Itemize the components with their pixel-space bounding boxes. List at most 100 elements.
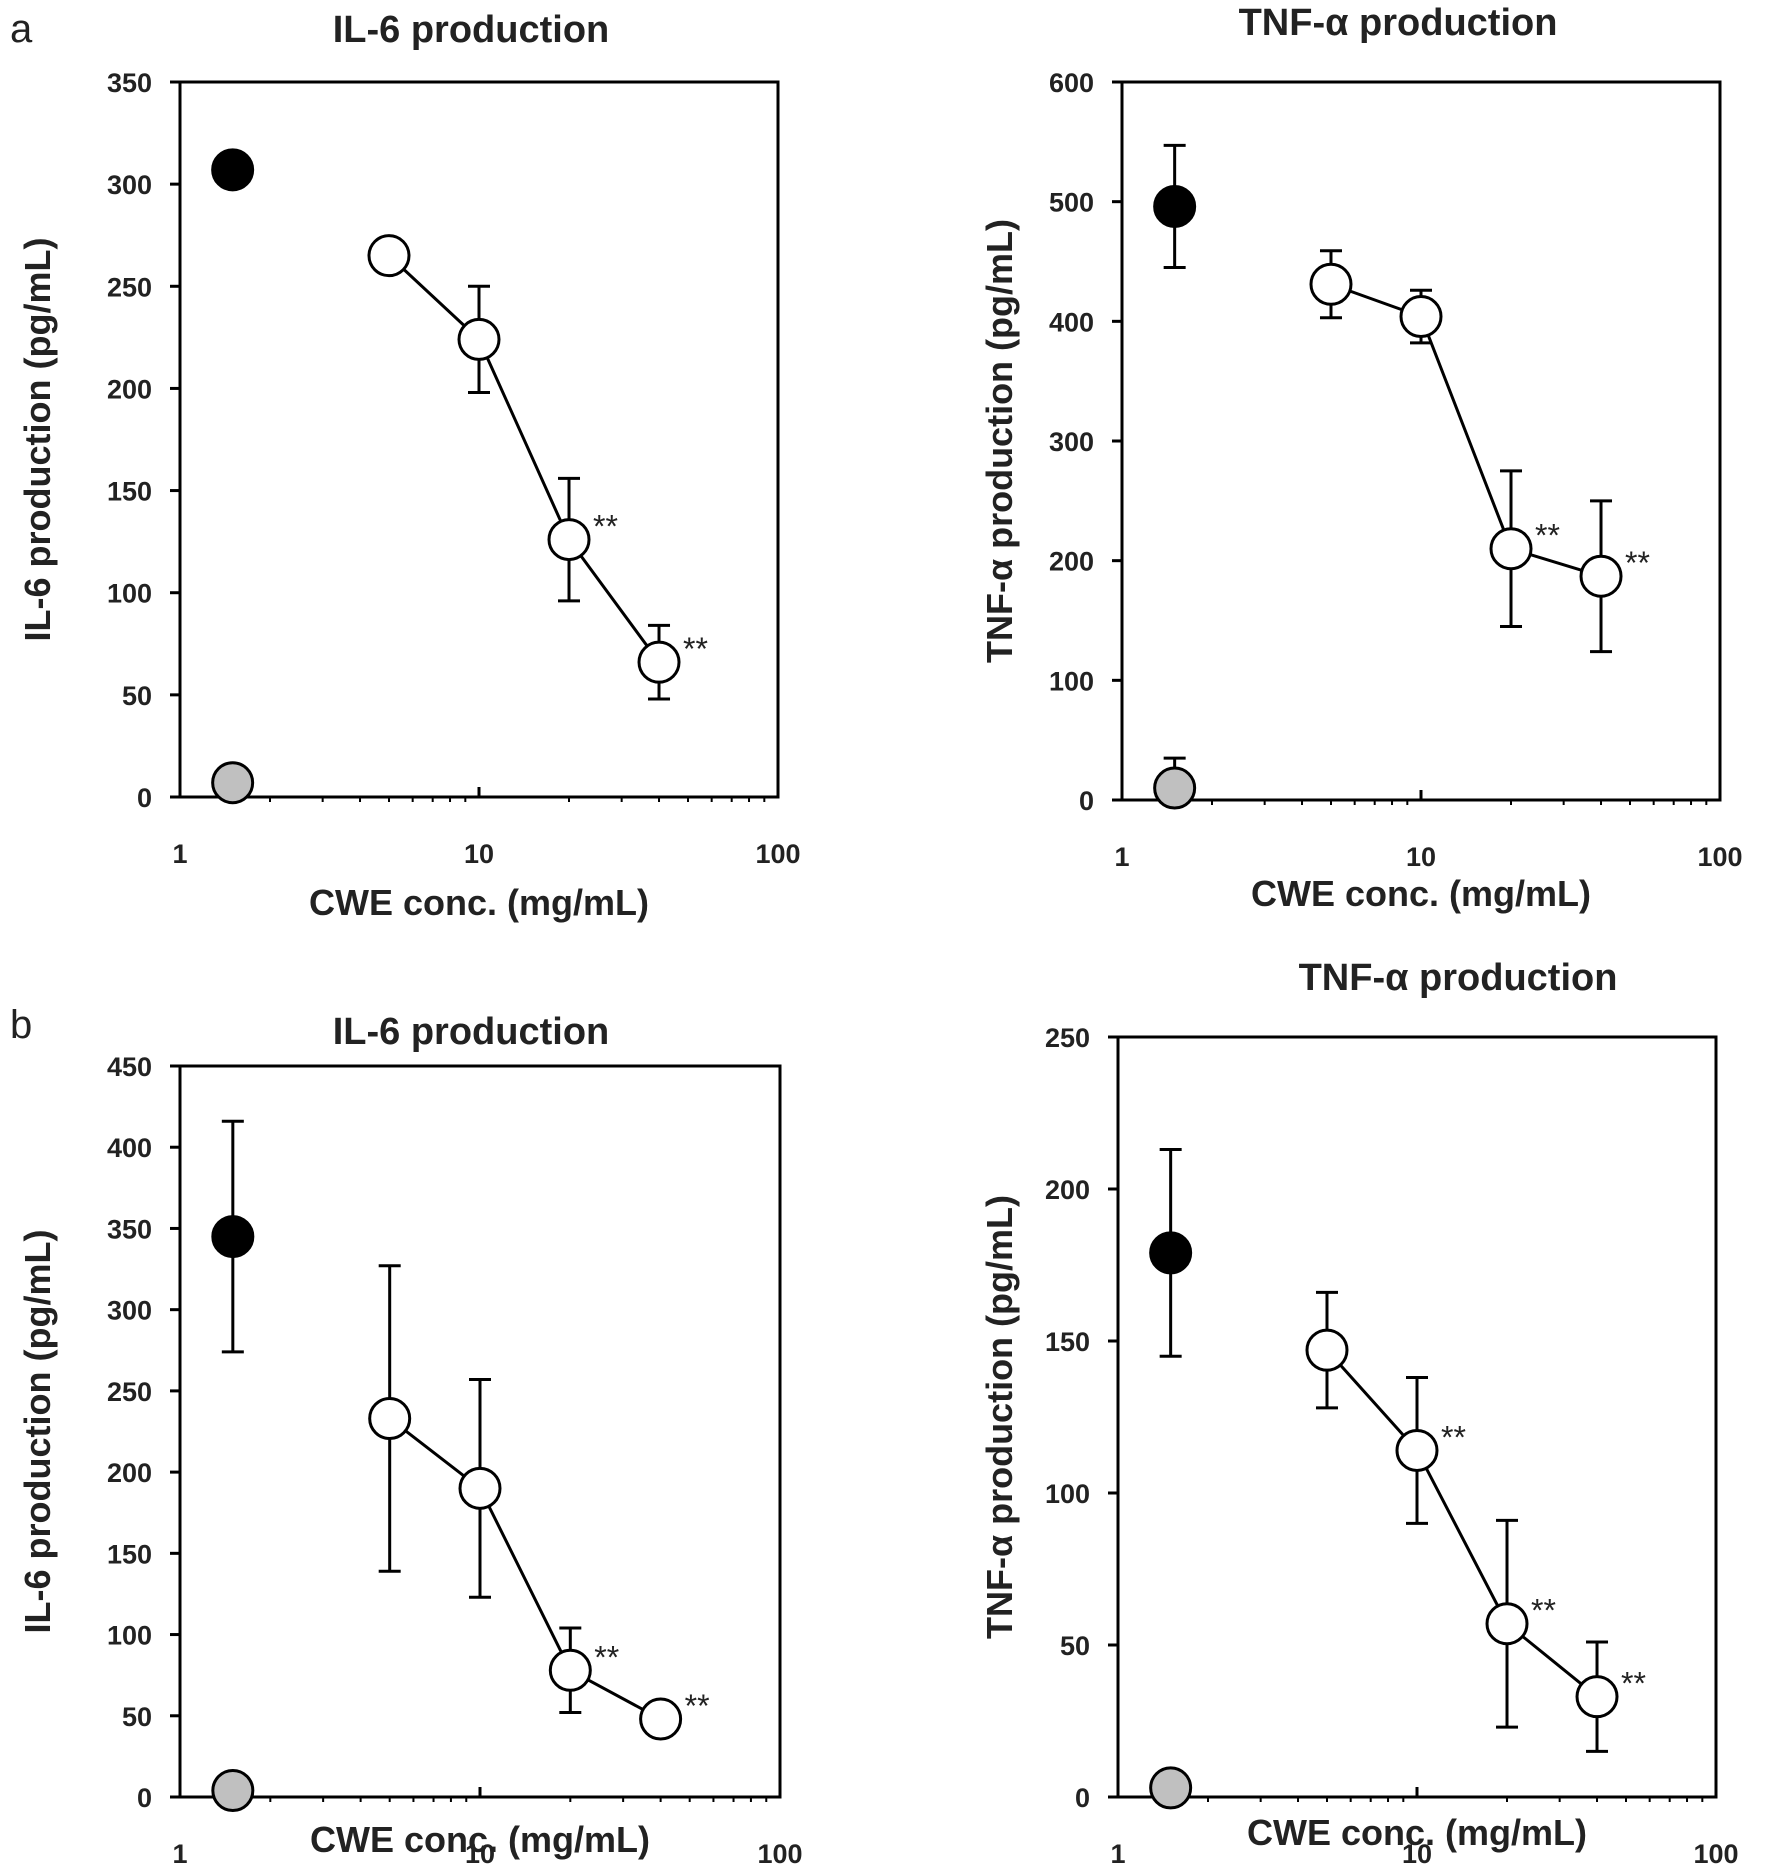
y-tick-label: 300 xyxy=(107,1296,152,1326)
significance-marker: ** xyxy=(1441,1419,1466,1455)
x-axis-label: CWE conc. (mg/mL) xyxy=(309,882,649,923)
x-axis-label: CWE conc. (mg/mL) xyxy=(1251,873,1591,914)
significance-marker: ** xyxy=(1621,1666,1646,1702)
y-tick-label: 400 xyxy=(1049,307,1094,337)
significance-marker: ** xyxy=(593,509,618,545)
y-tick-label: 450 xyxy=(107,1052,152,1082)
chart-panel-2: TNF-α production 0 100 200 300 400 500 600 1 10 10… xyxy=(979,2,1743,914)
y-axis-label: IL-6 production (pg/mL) xyxy=(17,238,58,642)
significance-marker: ** xyxy=(1531,1593,1556,1629)
data-point xyxy=(367,234,411,278)
data-point xyxy=(457,317,501,361)
y-tick-label: 0 xyxy=(137,783,152,813)
significance-marker: ** xyxy=(1625,545,1650,581)
control-point xyxy=(1153,184,1197,228)
data-point xyxy=(1309,262,1353,306)
chart-panel-3: b IL-6 production 0 50 100 150 200 250 300 350 400… xyxy=(10,1003,803,1868)
data-point xyxy=(547,518,591,562)
panel-label: b xyxy=(10,1003,32,1047)
blank-point xyxy=(211,1769,255,1813)
chart-panel-4: TNF-α production 0 50 100 150 200 250 1 10 100 CWE… xyxy=(979,957,1739,1868)
control-point xyxy=(1149,1231,1193,1275)
y-tick-label: 0 xyxy=(1079,786,1094,816)
series-line xyxy=(388,1417,662,1721)
data-point xyxy=(1395,1428,1439,1472)
chart-title: IL-6 production xyxy=(333,1011,610,1053)
y-tick-label: 200 xyxy=(1049,547,1094,577)
x-tick-label: 1 xyxy=(1110,1839,1125,1868)
y-tick-label: 250 xyxy=(1045,1023,1090,1053)
y-tick-label: 350 xyxy=(107,1214,152,1244)
x-tick-label: 1 xyxy=(172,1839,187,1868)
significance-marker: ** xyxy=(683,631,708,667)
control-point xyxy=(211,148,255,192)
x-tick-label: 100 xyxy=(755,839,800,869)
significance-marker: ** xyxy=(685,1688,710,1724)
x-axis-label: CWE conc. (mg/mL) xyxy=(310,1819,650,1860)
control-point xyxy=(211,1215,255,1259)
x-tick-label: 10 xyxy=(1402,1839,1432,1868)
data-point xyxy=(637,640,681,684)
significance-marker: ** xyxy=(1535,518,1560,554)
data-point xyxy=(548,1648,592,1692)
plot-frame xyxy=(1120,80,1722,802)
y-tick-label: 400 xyxy=(107,1133,152,1163)
chart-title: TNF-α production xyxy=(1299,957,1618,999)
series-line xyxy=(1325,1349,1598,1698)
y-tick-label: 200 xyxy=(107,1458,152,1488)
data-point xyxy=(1485,1602,1529,1646)
data-point xyxy=(1579,554,1623,598)
y-tick-label: 50 xyxy=(1060,1631,1090,1661)
y-tick-label: 200 xyxy=(107,374,152,404)
y-tick-label: 100 xyxy=(1045,1479,1090,1509)
y-tick-label: 150 xyxy=(107,1539,152,1569)
y-tick-label: 150 xyxy=(107,477,152,507)
data-point xyxy=(1575,1675,1619,1719)
y-tick-label: 300 xyxy=(1049,427,1094,457)
x-tick-label: 10 xyxy=(465,1839,495,1868)
y-tick-label: 100 xyxy=(107,579,152,609)
x-tick-label: 10 xyxy=(1406,842,1436,872)
x-tick-label: 10 xyxy=(464,839,494,869)
blank-point xyxy=(211,761,255,805)
y-tick-label: 250 xyxy=(107,272,152,302)
data-point xyxy=(368,1397,412,1441)
y-tick-label: 50 xyxy=(122,681,152,711)
x-tick-label: 100 xyxy=(757,1839,802,1868)
y-tick-label: 100 xyxy=(1049,666,1094,696)
y-tick-label: 200 xyxy=(1045,1175,1090,1205)
y-tick-label: 600 xyxy=(1049,68,1094,98)
y-tick-label: 150 xyxy=(1045,1327,1090,1357)
significance-marker: ** xyxy=(594,1639,619,1675)
x-tick-label: 100 xyxy=(1693,1839,1738,1868)
y-tick-label: 500 xyxy=(1049,188,1094,218)
y-tick-label: 50 xyxy=(122,1702,152,1732)
x-axis-label: CWE conc. (mg/mL) xyxy=(1247,1812,1587,1853)
y-tick-label: 300 xyxy=(107,170,152,200)
chart-title: IL-6 production xyxy=(333,9,610,51)
y-tick-label: 0 xyxy=(1075,1783,1090,1813)
plot-frame xyxy=(178,80,780,799)
series-line xyxy=(1330,282,1602,578)
x-tick-label: 100 xyxy=(1697,842,1742,872)
data-point xyxy=(1305,1328,1349,1372)
data-point xyxy=(639,1697,683,1741)
chart-panel-1: a IL-6 production 0 50 100 150 200 250 300 350 1 10… xyxy=(10,7,801,923)
y-tick-label: 0 xyxy=(137,1783,152,1813)
y-tick-label: 100 xyxy=(107,1621,152,1651)
panel-label: a xyxy=(10,7,33,51)
data-point xyxy=(1489,527,1533,571)
x-tick-label: 1 xyxy=(172,839,187,869)
y-tick-label: 350 xyxy=(107,68,152,98)
series-line xyxy=(387,254,661,664)
x-tick-label: 1 xyxy=(1114,842,1129,872)
y-tick-label: 250 xyxy=(107,1377,152,1407)
blank-point xyxy=(1153,766,1197,810)
blank-point xyxy=(1149,1766,1193,1810)
y-axis-label: TNF-α production (pg/mL) xyxy=(979,1195,1020,1639)
y-axis-label: IL-6 production (pg/mL) xyxy=(17,1230,58,1634)
data-point xyxy=(458,1466,502,1510)
data-point xyxy=(1399,295,1443,339)
chart-title: TNF-α production xyxy=(1239,2,1558,44)
y-axis-label: TNF-α production (pg/mL) xyxy=(979,219,1020,663)
